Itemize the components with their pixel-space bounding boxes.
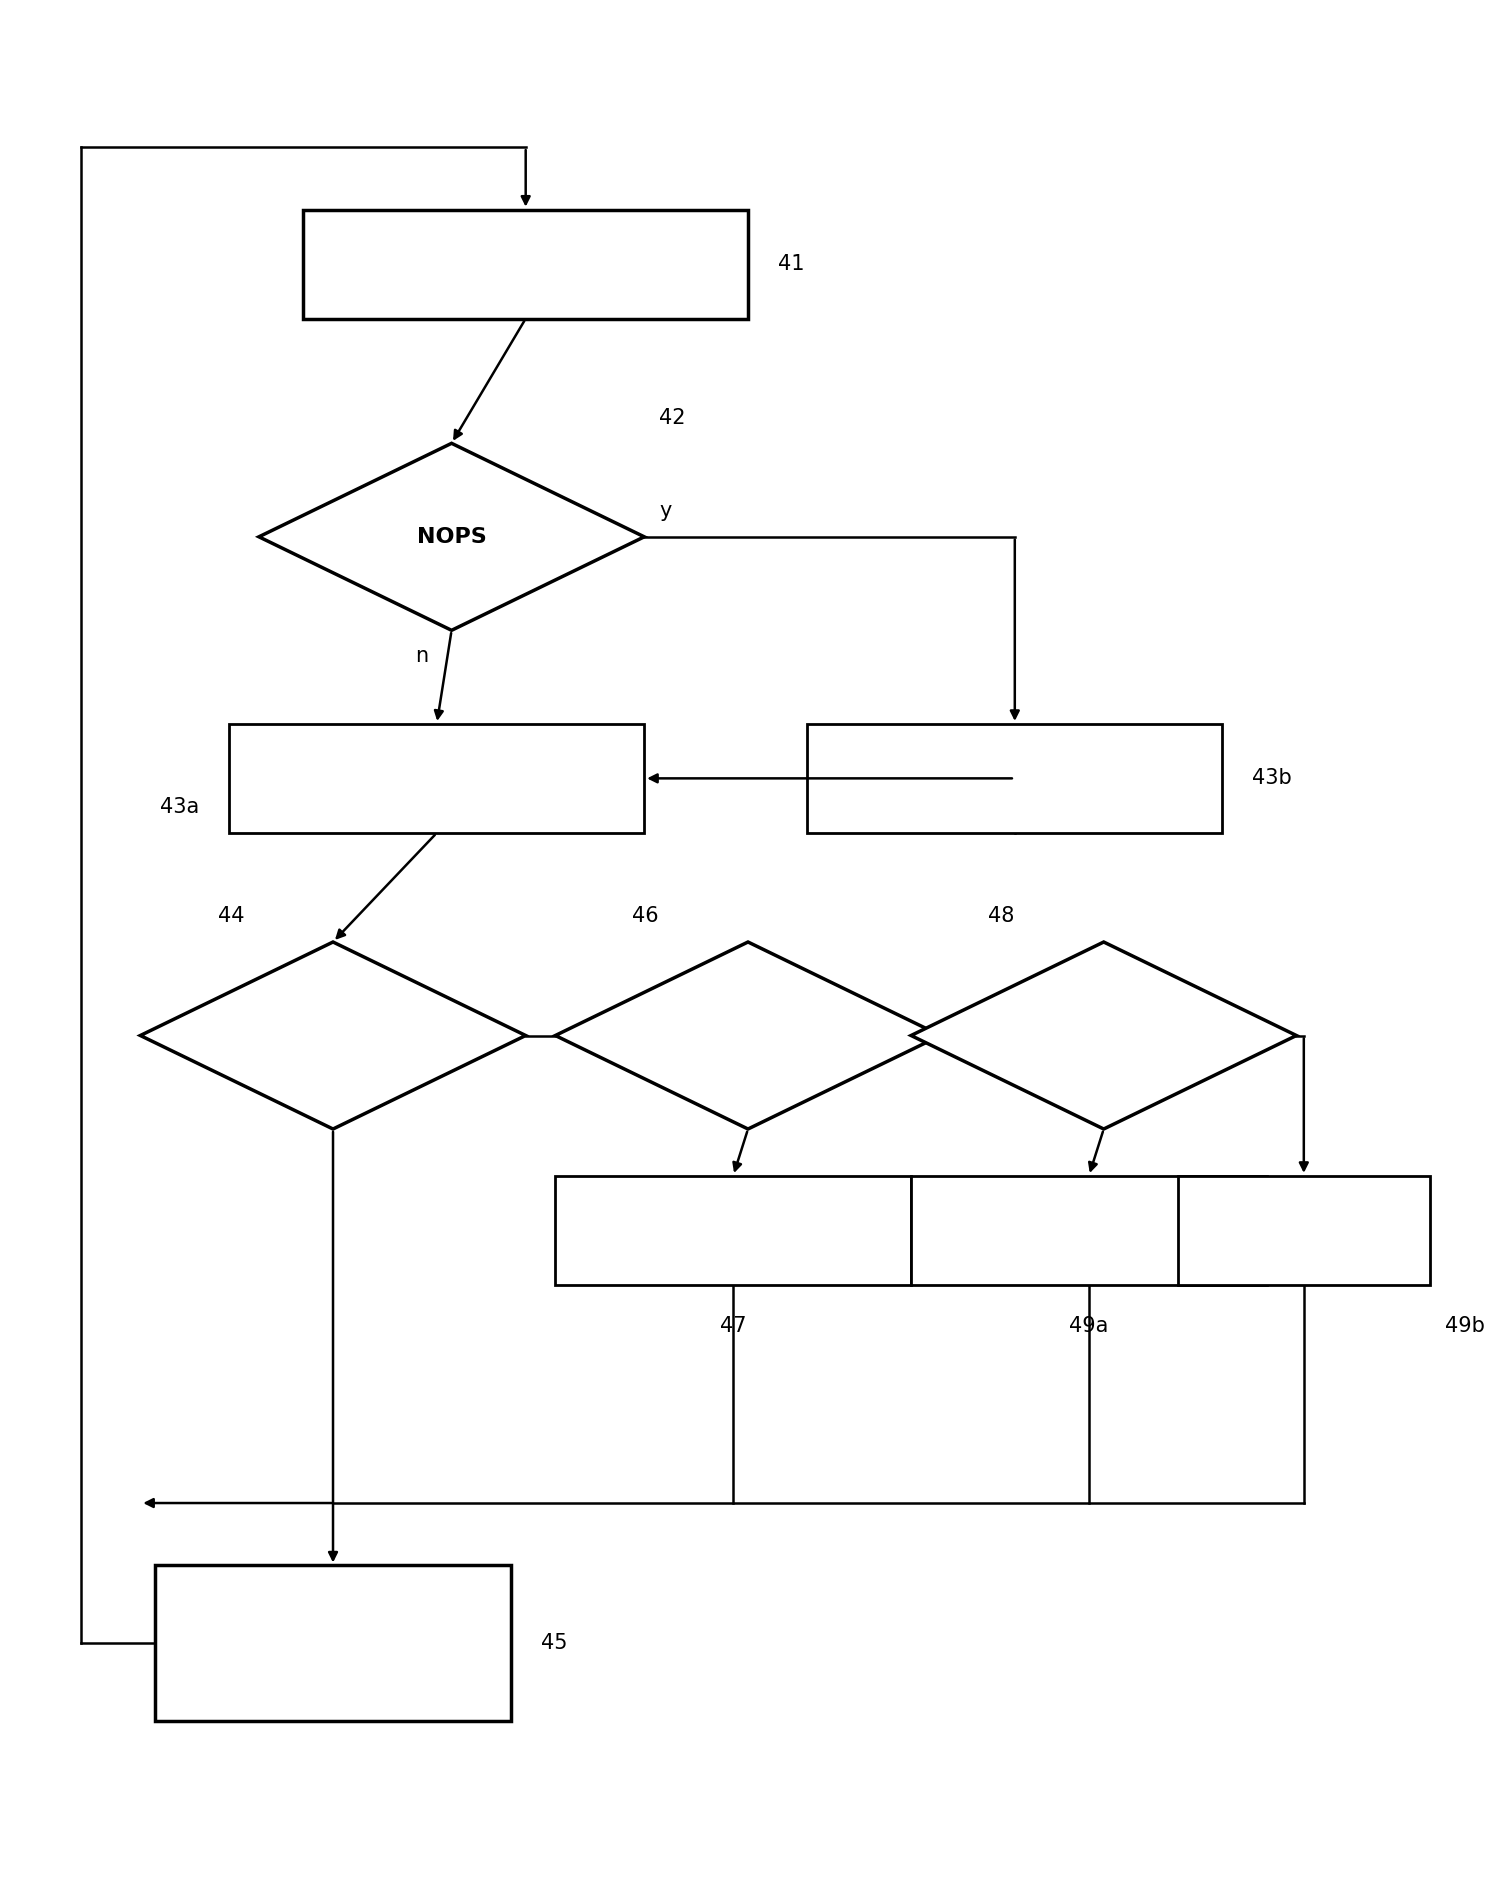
Text: 41: 41: [778, 254, 805, 273]
Polygon shape: [140, 942, 525, 1129]
Polygon shape: [555, 942, 941, 1129]
Bar: [303, 209, 747, 318]
Bar: [1178, 1176, 1430, 1285]
Text: 46: 46: [632, 906, 659, 927]
Bar: [230, 723, 644, 833]
Text: 47: 47: [720, 1317, 746, 1336]
Text: 42: 42: [659, 407, 686, 428]
Text: 43b: 43b: [1252, 769, 1292, 788]
Bar: [155, 1566, 510, 1722]
Text: 49b: 49b: [1444, 1317, 1484, 1336]
Text: n: n: [416, 646, 428, 665]
Bar: [808, 723, 1222, 833]
Text: 43a: 43a: [161, 797, 200, 818]
Text: 44: 44: [218, 906, 245, 927]
Text: 48: 48: [989, 906, 1015, 927]
Bar: [911, 1176, 1267, 1285]
Text: 49a: 49a: [1069, 1317, 1109, 1336]
Text: NOPS: NOPS: [417, 528, 486, 546]
Polygon shape: [911, 942, 1297, 1129]
Text: y: y: [659, 501, 671, 522]
Polygon shape: [258, 443, 644, 631]
Bar: [555, 1176, 911, 1285]
Text: 45: 45: [540, 1633, 567, 1654]
